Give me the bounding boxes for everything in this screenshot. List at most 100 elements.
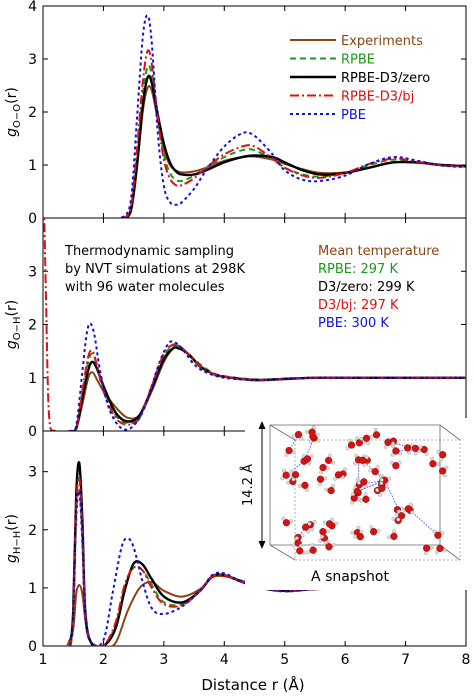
oxygen-atom bbox=[308, 428, 316, 436]
hydrogen-atom bbox=[410, 510, 414, 515]
hydrogen-atom bbox=[379, 477, 384, 482]
x-tick-label: 4 bbox=[220, 652, 229, 668]
legend-label-pbe: PBE bbox=[341, 108, 366, 123]
hydrogen-atom bbox=[413, 451, 418, 456]
oxygen-atom bbox=[359, 456, 367, 464]
oxygen-atom bbox=[347, 441, 356, 449]
legend-label-experiments: Experiments bbox=[341, 34, 423, 49]
hydrogen-atom bbox=[436, 450, 441, 454]
oh-ylabel: gO−H(r) bbox=[4, 300, 23, 349]
oxygen-atom bbox=[403, 444, 412, 452]
oo-ytick-label: 4 bbox=[28, 0, 37, 15]
hydrogen-atom bbox=[281, 516, 286, 521]
oxygen-atom bbox=[372, 431, 381, 439]
legend-label-rpbe: RPBE bbox=[341, 53, 375, 68]
legend-label-d3bj: RPBE-D3/bj bbox=[341, 90, 414, 105]
x-tick-label: 3 bbox=[159, 652, 168, 668]
temperature-d3bj: D3/bj: 297 K bbox=[318, 298, 399, 313]
hydrogen-atom bbox=[435, 462, 440, 466]
oxygen-atom bbox=[411, 444, 420, 452]
oxygen-atom bbox=[301, 481, 309, 489]
hydrogen-atom bbox=[327, 453, 332, 458]
oxygen-atom bbox=[398, 512, 406, 520]
hydrogen-atom bbox=[390, 452, 395, 457]
hydrogen-atom bbox=[423, 551, 428, 556]
x-tick-label: 7 bbox=[401, 652, 410, 668]
hydrogen-atom bbox=[318, 482, 323, 487]
oxygen-atom bbox=[371, 468, 379, 476]
legend: Experiments RPBE RPBE-D3/zero RPBE-D3/bj PBE bbox=[290, 34, 430, 123]
sampling-line-3: with 96 water molecules bbox=[65, 280, 225, 295]
box-edge bbox=[269, 544, 296, 561]
water-molecules bbox=[280, 425, 449, 556]
x-axis-ticks: 1 2 3 4 5 6 7 8 bbox=[39, 652, 471, 668]
oxygen-atom bbox=[309, 546, 317, 554]
hydrogen-atom bbox=[400, 506, 405, 511]
temperature-rpbe: RPBE: 297 K bbox=[318, 262, 398, 277]
hydrogen-atom bbox=[379, 481, 384, 486]
oxygen-atom bbox=[362, 495, 370, 503]
oh-ytick-label: 0 bbox=[28, 424, 37, 440]
oxygen-atom bbox=[302, 523, 310, 531]
oxygen-atom bbox=[285, 446, 293, 455]
oo-ytick-label: 2 bbox=[28, 105, 37, 121]
hydrogen-atom bbox=[364, 455, 369, 460]
hydrogen-atom bbox=[298, 544, 303, 548]
hydrogen-atom bbox=[299, 436, 304, 441]
hh-ytick-label: 1 bbox=[28, 581, 37, 597]
oxygen-atom bbox=[429, 460, 437, 468]
hydrogen-atom bbox=[396, 509, 401, 514]
oh-ytick-label: 1 bbox=[28, 371, 37, 387]
oo-ytick-label: 3 bbox=[28, 52, 37, 68]
panel-oh: 0 1 2 3 gO−H(r) bbox=[4, 217, 467, 440]
oxygen-atom bbox=[282, 519, 290, 527]
hydrogen-bond bbox=[297, 526, 306, 538]
hydrogen-atom bbox=[357, 480, 361, 485]
oo-ylabel: gO−O(r) bbox=[4, 87, 23, 137]
oo-series-rpbe bbox=[120, 64, 466, 218]
hydrogen-atom bbox=[390, 441, 395, 446]
x-tick-label: 8 bbox=[462, 652, 471, 668]
hydrogen-atom bbox=[396, 517, 401, 522]
oo-ytick-label: 0 bbox=[28, 211, 37, 227]
oh-series-rpbe bbox=[69, 344, 466, 431]
hh-series-rpbe bbox=[69, 486, 466, 646]
hydrogen-atom bbox=[389, 460, 394, 465]
sampling-line-2: by NVT simulations at 298K bbox=[65, 262, 245, 277]
oh-series-pbe bbox=[69, 322, 466, 431]
hydrogen-atom bbox=[324, 487, 329, 492]
hydrogen-atom bbox=[289, 469, 294, 474]
oh-series-group bbox=[43, 218, 466, 431]
oxygen-atom bbox=[294, 430, 303, 439]
hydrogen-atom bbox=[309, 454, 314, 459]
oxygen-atom bbox=[423, 544, 431, 552]
hh-ytick-label: 2 bbox=[28, 523, 37, 539]
hydrogen-atom bbox=[307, 521, 312, 526]
x-tick-label: 6 bbox=[341, 652, 350, 668]
oxygen-atom bbox=[404, 505, 412, 513]
oxygen-atom bbox=[291, 471, 300, 479]
oo-series-d3zero bbox=[120, 74, 466, 218]
oxygen-atom bbox=[356, 533, 364, 541]
temperature-d3zero: D3/zero: 299 K bbox=[318, 280, 415, 295]
oxygen-atom bbox=[353, 487, 361, 496]
hydrogen-atom bbox=[444, 465, 449, 470]
temperature-pbe: PBE: 300 K bbox=[318, 316, 389, 331]
oxygen-atom bbox=[326, 520, 334, 528]
sampling-line-1: Thermodynamic sampling bbox=[64, 244, 234, 259]
hydrogen-atom bbox=[318, 538, 323, 543]
oxygen-atom bbox=[439, 451, 447, 459]
oxygen-atom bbox=[324, 456, 333, 465]
hydrogen-atom bbox=[359, 436, 364, 441]
oxygen-atom bbox=[378, 484, 386, 492]
legend-label-d3zero: RPBE-D3/zero bbox=[341, 71, 430, 86]
oxygen-atom bbox=[316, 475, 325, 483]
hydrogen-bond bbox=[357, 479, 385, 492]
hydrogen-atom bbox=[345, 446, 350, 451]
hydrogen-atom bbox=[432, 529, 437, 534]
hydrogen-atom bbox=[356, 525, 361, 530]
hydrogen-atom bbox=[298, 484, 302, 489]
hydrogen-atom bbox=[324, 540, 329, 545]
panel-oo: 0 1 2 3 4 gO−O(r) bbox=[4, 0, 467, 227]
